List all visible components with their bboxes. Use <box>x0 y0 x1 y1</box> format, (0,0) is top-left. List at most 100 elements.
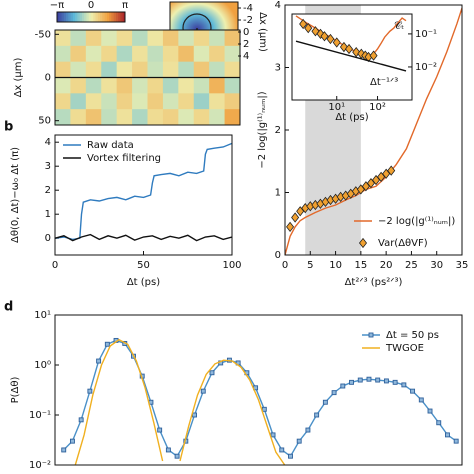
heatmap-cell <box>147 45 164 63</box>
annotation: 𝒞ₜ <box>394 21 404 32</box>
y-axis-label: Δθ(0, Δt)−ω₀ Δt (π) <box>10 147 21 243</box>
frame <box>284 4 463 256</box>
square-marker <box>61 447 67 453</box>
square-marker <box>165 447 171 453</box>
heatmap-cell <box>178 109 195 126</box>
heatmap-cell <box>162 61 179 78</box>
heatmap-cell <box>178 77 195 94</box>
heatmap-cell <box>70 45 87 63</box>
heatmap-cell <box>193 109 210 126</box>
inset-tick-label: -2 <box>243 15 253 26</box>
square-marker <box>305 427 311 433</box>
y-tick-label: 0 <box>45 233 51 244</box>
y-tick-label: 10⁻² <box>415 62 437 73</box>
plot-area <box>55 315 462 465</box>
x-tick-label: 30 <box>430 260 443 271</box>
heatmap-cell <box>55 30 71 47</box>
x-tick-label: 10 <box>329 260 342 271</box>
heatmap-cell <box>70 93 87 110</box>
diamond-marker <box>320 31 329 42</box>
y-tick-label: 3 <box>275 63 281 74</box>
colorbar-step <box>86 12 90 22</box>
square-marker <box>453 438 459 444</box>
heatmap-cell <box>224 77 241 94</box>
y-tick-label: 4 <box>275 0 281 11</box>
heatmap-cell <box>70 61 87 78</box>
heatmap-cell <box>147 30 164 47</box>
colorbar-step <box>95 12 99 22</box>
colorbar-step <box>102 12 106 22</box>
inset-tick-label: -4 <box>243 3 253 14</box>
y-tick-label: 10¹ <box>34 310 51 321</box>
colorbar-step <box>79 12 83 22</box>
square-marker <box>349 379 354 385</box>
heatmap-cell <box>55 109 71 126</box>
colorbar-tick-label: π <box>122 0 128 11</box>
square-marker <box>157 427 163 433</box>
heatmap-cell <box>132 77 148 94</box>
y-tick-label: 0 <box>45 73 51 84</box>
heatmap-cell <box>85 109 102 126</box>
colorbar-step <box>111 12 115 22</box>
series-group <box>295 15 407 72</box>
colorbar-step <box>106 12 110 22</box>
colorbar-step <box>88 12 92 22</box>
square-marker <box>418 397 424 403</box>
heatmap-cell <box>85 61 102 78</box>
y-tick-label: 1 <box>45 209 51 220</box>
square-marker <box>261 406 267 412</box>
heatmap-cell <box>70 109 87 126</box>
series-group <box>61 337 459 466</box>
panel-label: d <box>4 300 13 315</box>
heatmap-cell <box>55 61 71 78</box>
heatmap-cell <box>101 109 118 126</box>
heatmap-cell <box>132 61 148 78</box>
heatmap-cell <box>101 93 118 110</box>
heatmap-cell <box>101 45 118 63</box>
heatmap-cell <box>55 93 71 110</box>
y-tick-label: 2 <box>275 125 281 136</box>
diamond-marker <box>326 33 335 45</box>
heatmap-cell <box>162 93 179 110</box>
square-marker <box>357 377 363 383</box>
heatmap-cell <box>193 61 210 78</box>
heatmap-cell <box>193 77 210 94</box>
y-tick-label: 50 <box>38 116 51 127</box>
x-axis-label: Δt (ps) <box>127 277 160 288</box>
heatmap-cell <box>101 61 118 78</box>
square-marker <box>427 408 433 414</box>
heatmap-cell <box>162 45 179 63</box>
series-group <box>55 142 232 242</box>
series-line <box>55 233 232 242</box>
colorbar-step <box>72 12 76 22</box>
colorbar-step <box>66 12 69 22</box>
heatmap-cell <box>209 61 226 78</box>
colorbar-step <box>77 12 81 22</box>
legend-label: Δt = 50 ps <box>386 330 439 341</box>
colorbar-step <box>63 12 67 22</box>
heatmap-cell <box>116 77 133 94</box>
heatmap-cell <box>209 93 226 110</box>
heatmap-cell <box>209 77 226 94</box>
heatmap-cell <box>224 45 241 63</box>
heatmap-cell <box>132 93 148 110</box>
colorbar-step <box>118 12 121 22</box>
heatmap-cell <box>85 45 102 63</box>
heatmap-cell <box>178 61 195 78</box>
square-marker <box>375 377 381 383</box>
y-axis-label: −2 log(|g⁽¹⁾ₙᵤₘ|) <box>257 91 268 168</box>
annotation: Δt⁻¹ᐟ³ <box>370 77 398 88</box>
x-tick-label: 10² <box>369 102 386 113</box>
heatmap-cell <box>116 30 133 47</box>
legend-label: Var(ΔθVF) <box>378 238 428 249</box>
heatmap-cell <box>55 77 71 94</box>
square-marker <box>174 453 180 459</box>
square-marker <box>331 390 337 396</box>
series-line <box>295 40 407 72</box>
x-tick-label: 50 <box>137 260 150 271</box>
diamond-marker <box>387 165 396 176</box>
panel-label: b <box>4 120 13 135</box>
heatmap-cell <box>147 93 164 110</box>
y-tick-label: 4 <box>45 137 51 148</box>
inset-y-label: Δx (μm) <box>257 12 268 52</box>
